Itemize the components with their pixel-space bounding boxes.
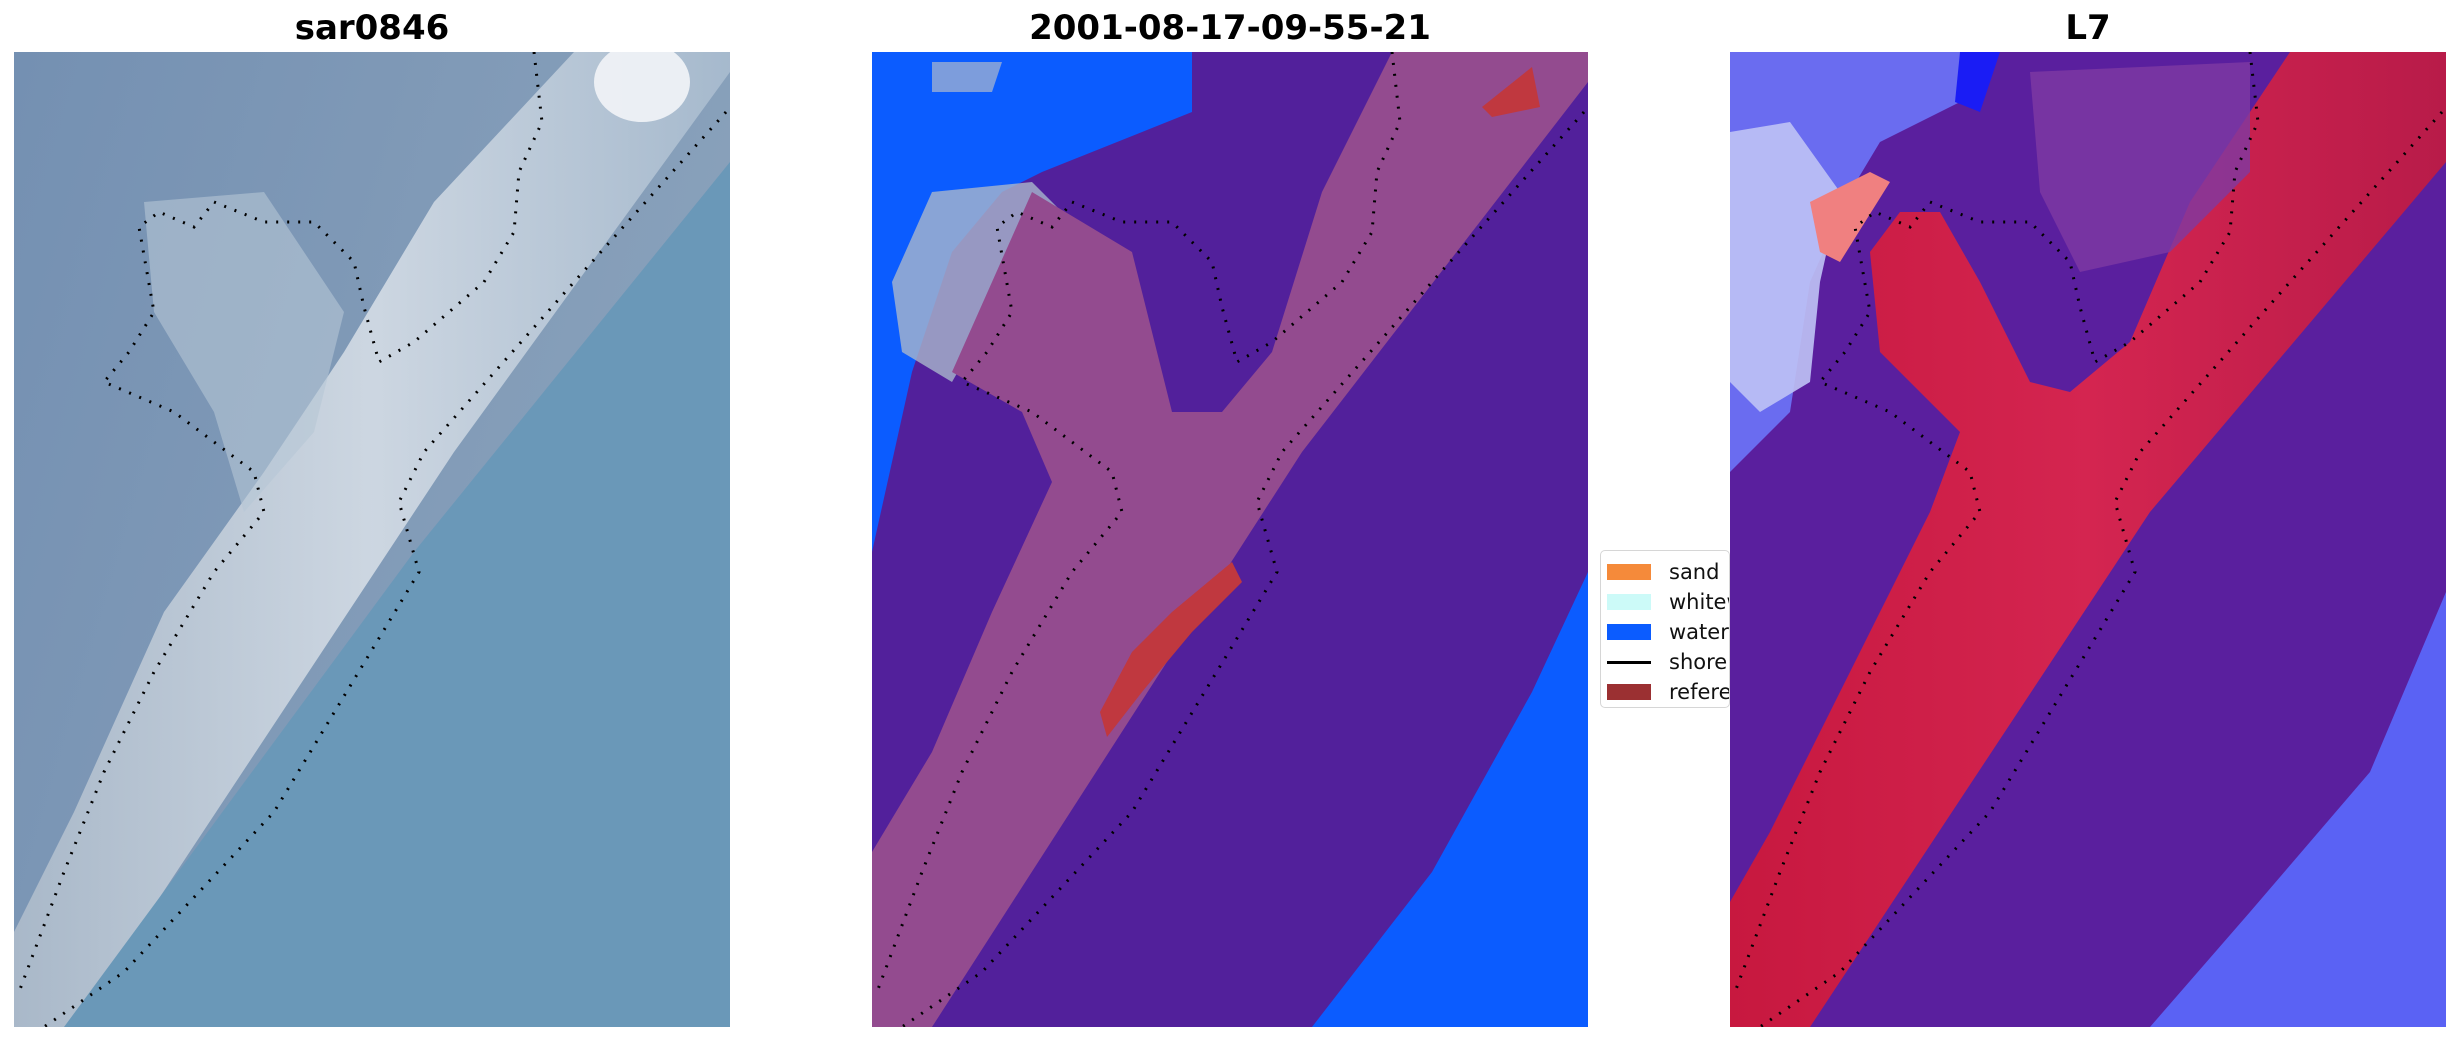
- legend-swatch-whitewater: [1607, 594, 1651, 610]
- legend-item-reference: referen: [1601, 677, 1729, 707]
- class-whitewater-overlay: [932, 62, 1002, 92]
- legend-swatch-water: [1607, 624, 1651, 640]
- legend-label-water: water: [1669, 620, 1729, 644]
- rgb-bright-patch: [594, 52, 690, 122]
- class-water-right: [1312, 572, 1588, 1027]
- legend-label-shoreline: shorel: [1669, 650, 1730, 674]
- prob-mid-land: [2030, 62, 2250, 272]
- rgb-pale-area: [144, 192, 344, 512]
- class-reference-top: [1482, 67, 1540, 117]
- legend-swatch-shoreline: [1607, 660, 1651, 664]
- prob-shoreline-offshore: [1759, 111, 2444, 1027]
- rgb-shoreline-offshore: [43, 111, 728, 1027]
- prob-whitewater-left: [1730, 122, 1840, 412]
- class-sand-overlay: [872, 52, 1588, 1027]
- prob-water-right: [2150, 592, 2446, 1027]
- prob-high-band: [1730, 52, 2446, 1027]
- legend-swatch-reference: [1607, 684, 1651, 700]
- prob-red-pink-highlight: [1810, 172, 1890, 262]
- class-water-top-left: [872, 52, 1192, 552]
- classification-panel: [872, 52, 1588, 1027]
- legend-label-sand: sand: [1669, 560, 1720, 584]
- legend-swatch-sand: [1607, 564, 1651, 580]
- panel-title-rgb: sar0846: [294, 8, 450, 48]
- panel-title-probability: L7: [2065, 8, 2111, 48]
- legend-item-water: water: [1601, 617, 1729, 647]
- panel-title-classification: 2001-08-17-09-55-21: [1029, 8, 1431, 48]
- prob-deep-blue-patch: [1955, 52, 2000, 112]
- legend-item-shoreline: shorel: [1601, 647, 1729, 677]
- legend-item-sand: sand: [1601, 557, 1729, 587]
- rgb-sand-band: [14, 52, 730, 1027]
- legend-label-reference: referen: [1669, 680, 1729, 704]
- class-shoreline-offshore: [901, 111, 1586, 1027]
- probability-panel: [1730, 52, 2446, 1027]
- class-reference-segment: [1100, 562, 1242, 737]
- rgb-image-panel: [14, 52, 730, 1027]
- rgb-sea: [64, 162, 730, 1027]
